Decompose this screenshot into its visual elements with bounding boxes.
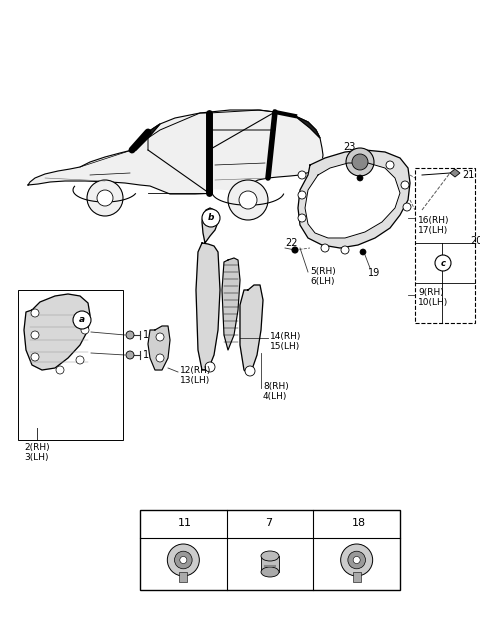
- Circle shape: [353, 557, 360, 563]
- Circle shape: [31, 309, 39, 317]
- Circle shape: [435, 255, 451, 271]
- Circle shape: [245, 366, 255, 376]
- Text: 6(LH): 6(LH): [310, 277, 335, 286]
- Text: 18: 18: [351, 518, 366, 528]
- Text: b: b: [208, 213, 214, 222]
- Text: 5(RH): 5(RH): [310, 267, 336, 276]
- Bar: [353, 572, 360, 582]
- Text: 20: 20: [470, 236, 480, 246]
- Text: 12(RH): 12(RH): [180, 366, 211, 375]
- Text: b: b: [248, 520, 254, 528]
- Circle shape: [341, 544, 372, 576]
- Polygon shape: [222, 258, 240, 350]
- Circle shape: [403, 203, 411, 211]
- Text: 23: 23: [343, 142, 355, 152]
- Circle shape: [56, 366, 64, 374]
- Text: 10(LH): 10(LH): [418, 298, 448, 307]
- Circle shape: [205, 362, 215, 372]
- Circle shape: [298, 214, 306, 222]
- Polygon shape: [295, 116, 320, 138]
- Circle shape: [386, 161, 394, 169]
- Circle shape: [348, 552, 365, 569]
- Text: 2(RH): 2(RH): [24, 443, 50, 452]
- Polygon shape: [202, 208, 218, 243]
- Circle shape: [346, 148, 374, 176]
- Circle shape: [330, 516, 346, 532]
- Text: 13(LH): 13(LH): [180, 376, 210, 385]
- Ellipse shape: [261, 551, 279, 561]
- Bar: [140, 510, 400, 590]
- Text: 14(RH): 14(RH): [270, 332, 301, 341]
- Circle shape: [126, 351, 134, 359]
- Bar: [415, 168, 475, 323]
- Polygon shape: [212, 190, 284, 205]
- Bar: [18, 290, 123, 440]
- Text: 1: 1: [143, 330, 149, 340]
- Text: 8(RH): 8(RH): [263, 382, 289, 391]
- Polygon shape: [196, 243, 220, 370]
- Circle shape: [357, 175, 363, 181]
- Text: a: a: [79, 316, 85, 324]
- Circle shape: [73, 311, 91, 329]
- Text: 1: 1: [143, 350, 149, 360]
- Circle shape: [298, 191, 306, 199]
- Text: 22: 22: [285, 238, 298, 248]
- Text: 11: 11: [178, 518, 192, 528]
- Circle shape: [298, 171, 306, 179]
- Text: 16(RH): 16(RH): [418, 216, 449, 225]
- Circle shape: [87, 180, 123, 216]
- Circle shape: [228, 180, 268, 220]
- Circle shape: [401, 181, 409, 189]
- Text: a: a: [161, 520, 168, 528]
- Polygon shape: [305, 163, 400, 238]
- Polygon shape: [450, 169, 460, 177]
- Text: 19: 19: [368, 268, 380, 278]
- Circle shape: [352, 154, 368, 170]
- Circle shape: [239, 191, 257, 209]
- Bar: [261, 556, 279, 572]
- Circle shape: [180, 557, 187, 563]
- Circle shape: [243, 516, 259, 532]
- Circle shape: [97, 190, 113, 206]
- Circle shape: [31, 331, 39, 339]
- Circle shape: [168, 544, 199, 576]
- Polygon shape: [240, 285, 263, 375]
- Circle shape: [156, 516, 172, 532]
- Text: 15(LH): 15(LH): [270, 342, 300, 351]
- Ellipse shape: [261, 567, 279, 577]
- Circle shape: [175, 552, 192, 569]
- Text: 3(LH): 3(LH): [25, 453, 49, 462]
- Circle shape: [81, 326, 89, 334]
- Circle shape: [31, 353, 39, 361]
- Text: 4(LH): 4(LH): [263, 392, 288, 401]
- Text: 7: 7: [265, 518, 272, 528]
- Circle shape: [292, 247, 298, 253]
- Circle shape: [360, 249, 366, 255]
- Text: c: c: [335, 520, 340, 528]
- Polygon shape: [298, 150, 410, 248]
- Circle shape: [156, 333, 164, 341]
- Circle shape: [341, 246, 349, 254]
- Text: 9(RH): 9(RH): [418, 288, 444, 297]
- Polygon shape: [73, 187, 135, 202]
- Text: 17(LH): 17(LH): [418, 226, 448, 235]
- Circle shape: [321, 244, 329, 252]
- Circle shape: [76, 356, 84, 364]
- Circle shape: [126, 331, 134, 339]
- Circle shape: [202, 209, 220, 227]
- Polygon shape: [132, 124, 160, 150]
- Bar: [180, 572, 187, 582]
- Text: c: c: [441, 259, 445, 267]
- Circle shape: [156, 354, 164, 362]
- Text: 21: 21: [462, 170, 474, 180]
- Polygon shape: [148, 326, 170, 370]
- Polygon shape: [28, 110, 323, 194]
- Polygon shape: [24, 294, 90, 370]
